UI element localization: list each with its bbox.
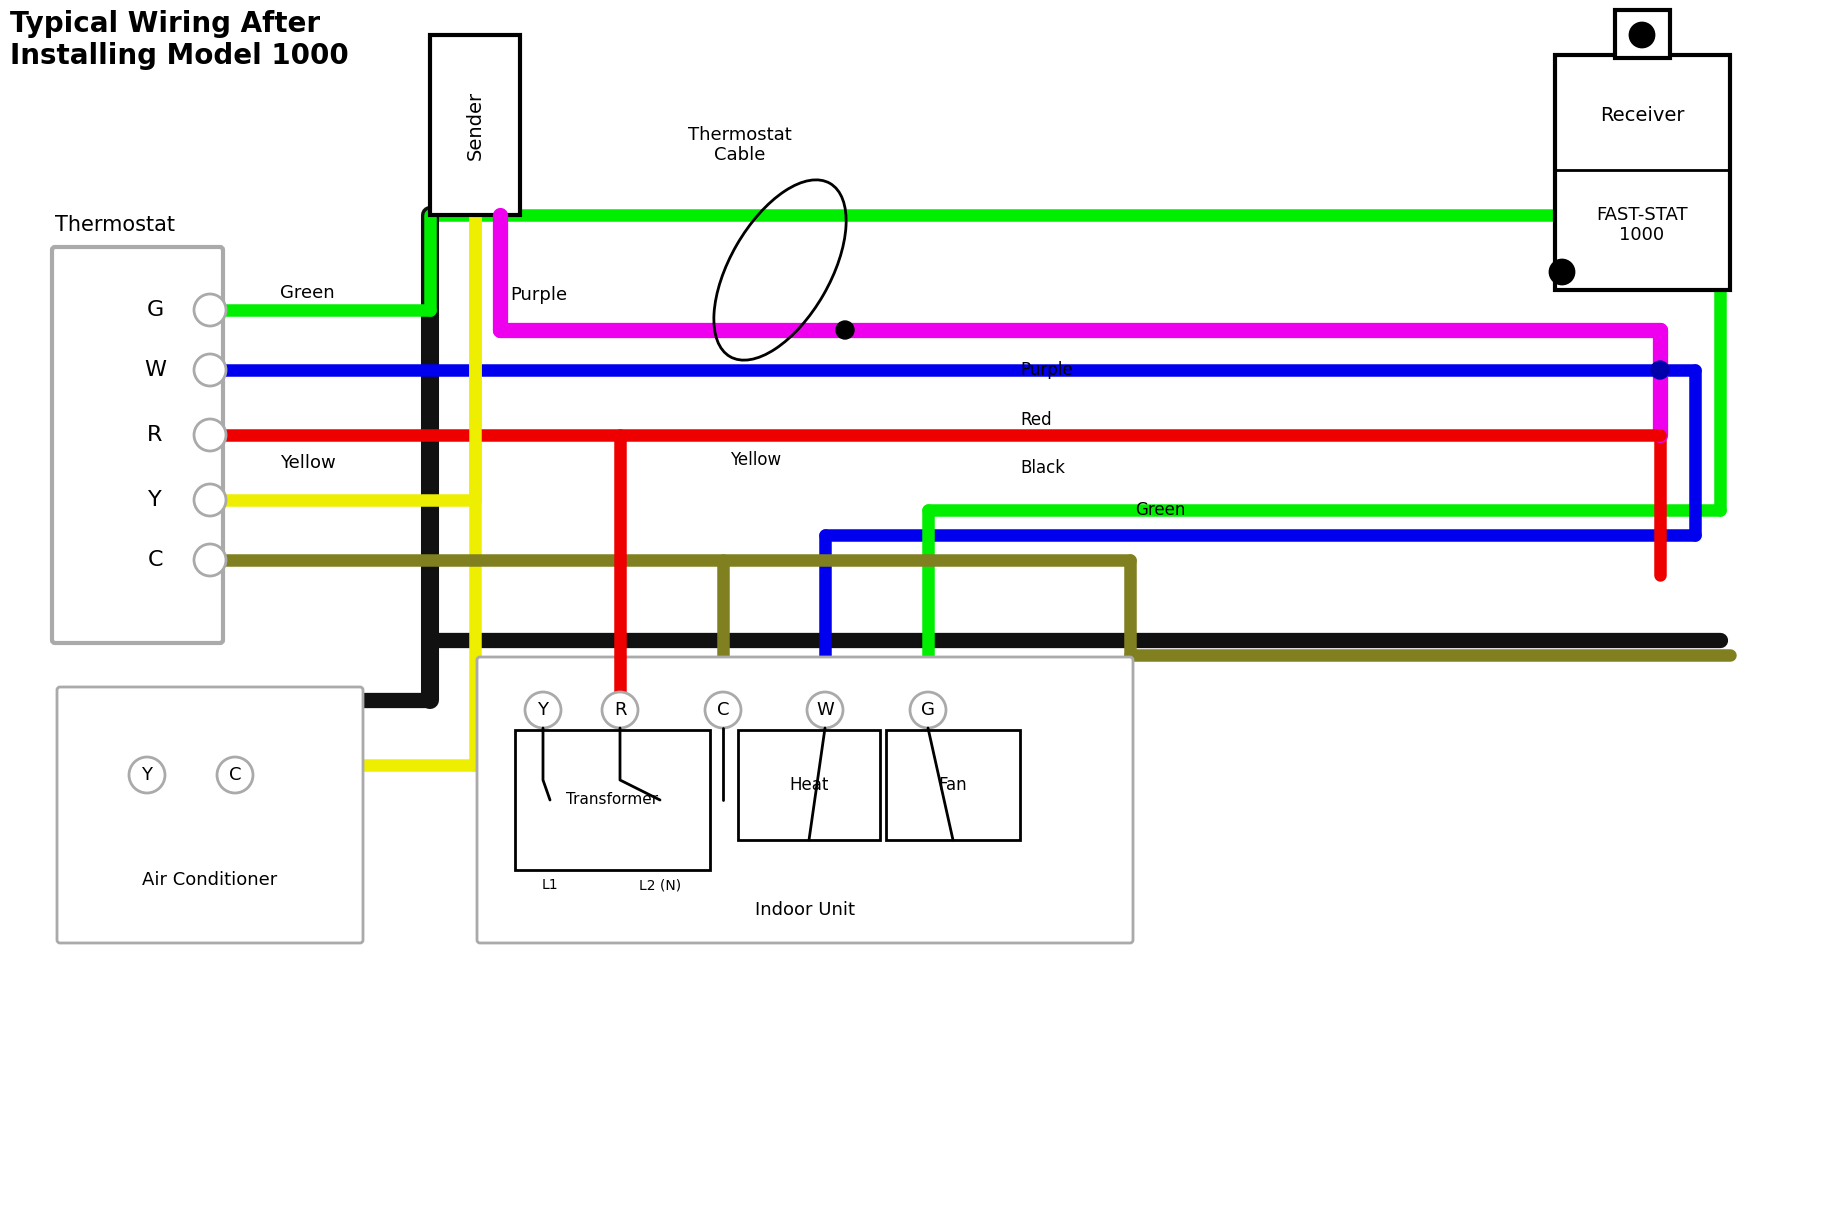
Circle shape <box>194 354 225 386</box>
Text: G: G <box>146 301 164 320</box>
FancyBboxPatch shape <box>516 731 710 870</box>
Text: Heat: Heat <box>789 776 828 793</box>
Circle shape <box>194 545 225 577</box>
Text: G: G <box>920 701 935 719</box>
Text: W: W <box>817 701 833 719</box>
Text: Air Conditioner: Air Conditioner <box>142 871 277 890</box>
Text: FAST-STAT
1000: FAST-STAT 1000 <box>1597 206 1687 244</box>
Circle shape <box>602 692 638 728</box>
Text: Sender: Sender <box>466 90 484 160</box>
Text: Indoor Unit: Indoor Unit <box>756 901 856 919</box>
Text: Green: Green <box>281 285 334 302</box>
Circle shape <box>194 484 225 516</box>
FancyBboxPatch shape <box>1615 10 1671 58</box>
Text: C: C <box>717 701 730 719</box>
Text: Receiver: Receiver <box>1600 106 1684 124</box>
Circle shape <box>1630 23 1654 47</box>
Circle shape <box>525 692 562 728</box>
Text: R: R <box>614 701 626 719</box>
Text: Y: Y <box>148 490 163 510</box>
Text: W: W <box>144 360 166 379</box>
Text: Red: Red <box>1020 411 1052 429</box>
FancyBboxPatch shape <box>737 731 880 840</box>
Text: Yellow: Yellow <box>730 451 782 469</box>
Text: Transformer: Transformer <box>565 792 658 807</box>
Circle shape <box>216 756 253 793</box>
Text: Y: Y <box>142 766 153 784</box>
Text: C: C <box>229 766 242 784</box>
Circle shape <box>704 692 741 728</box>
Text: Yellow: Yellow <box>281 455 336 472</box>
Circle shape <box>194 419 225 451</box>
Text: Fan: Fan <box>939 776 967 793</box>
Text: L1: L1 <box>541 878 558 892</box>
FancyBboxPatch shape <box>885 731 1020 840</box>
Text: Purple: Purple <box>1020 361 1072 379</box>
Text: Typical Wiring After
Installing Model 1000: Typical Wiring After Installing Model 10… <box>9 10 349 70</box>
Text: Black: Black <box>1020 460 1064 477</box>
Circle shape <box>129 756 164 793</box>
Text: Y: Y <box>538 701 549 719</box>
Circle shape <box>808 692 843 728</box>
FancyBboxPatch shape <box>1554 55 1730 290</box>
Circle shape <box>1550 260 1574 285</box>
FancyBboxPatch shape <box>57 687 362 942</box>
FancyBboxPatch shape <box>431 34 519 216</box>
Circle shape <box>909 692 946 728</box>
Text: R: R <box>148 425 163 445</box>
FancyBboxPatch shape <box>52 246 224 643</box>
Text: Green: Green <box>1135 501 1185 519</box>
Circle shape <box>835 322 854 339</box>
Text: Purple: Purple <box>510 286 567 304</box>
Text: C: C <box>148 549 163 570</box>
Text: Thermostat: Thermostat <box>55 216 176 235</box>
Circle shape <box>1650 361 1669 379</box>
Circle shape <box>194 294 225 326</box>
Text: L2 (N): L2 (N) <box>639 878 682 892</box>
Text: Thermostat
Cable: Thermostat Cable <box>687 126 793 164</box>
FancyBboxPatch shape <box>477 657 1133 942</box>
